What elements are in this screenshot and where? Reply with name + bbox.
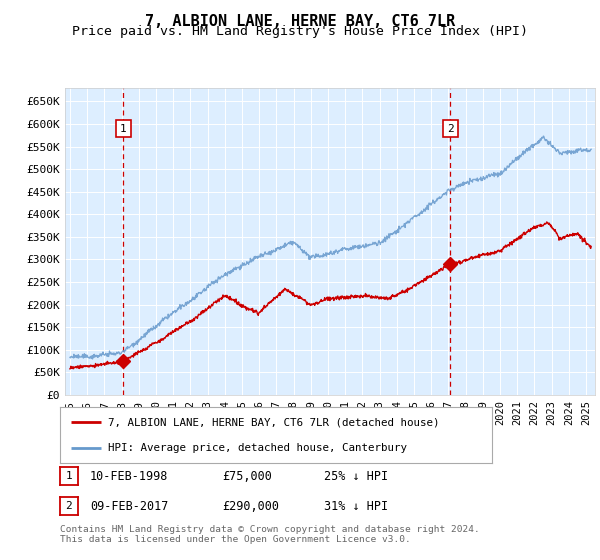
Text: 1: 1 bbox=[65, 471, 73, 481]
Text: 25% ↓ HPI: 25% ↓ HPI bbox=[324, 469, 388, 483]
Text: Price paid vs. HM Land Registry's House Price Index (HPI): Price paid vs. HM Land Registry's House … bbox=[72, 25, 528, 38]
Text: 7, ALBION LANE, HERNE BAY, CT6 7LR (detached house): 7, ALBION LANE, HERNE BAY, CT6 7LR (deta… bbox=[107, 417, 439, 427]
Text: 31% ↓ HPI: 31% ↓ HPI bbox=[324, 500, 388, 512]
Text: 2: 2 bbox=[447, 124, 454, 133]
Text: £290,000: £290,000 bbox=[222, 500, 279, 512]
Text: 10-FEB-1998: 10-FEB-1998 bbox=[90, 469, 169, 483]
Text: HPI: Average price, detached house, Canterbury: HPI: Average price, detached house, Cant… bbox=[107, 443, 407, 453]
Text: Contains HM Land Registry data © Crown copyright and database right 2024.
This d: Contains HM Land Registry data © Crown c… bbox=[60, 525, 480, 544]
Text: 1: 1 bbox=[120, 124, 127, 133]
Text: 2: 2 bbox=[65, 501, 73, 511]
Text: 09-FEB-2017: 09-FEB-2017 bbox=[90, 500, 169, 512]
Text: £75,000: £75,000 bbox=[222, 469, 272, 483]
Text: 7, ALBION LANE, HERNE BAY, CT6 7LR: 7, ALBION LANE, HERNE BAY, CT6 7LR bbox=[145, 14, 455, 29]
